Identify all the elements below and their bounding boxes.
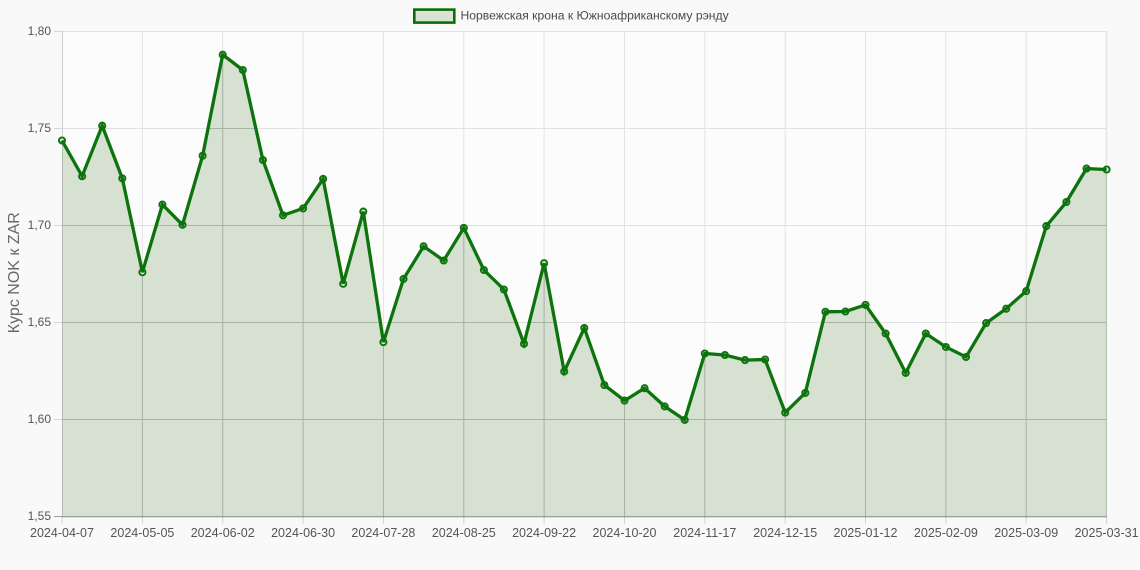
svg-text:2024-04-07: 2024-04-07	[30, 526, 94, 540]
svg-text:1,80: 1,80	[28, 24, 52, 38]
svg-text:2024-07-28: 2024-07-28	[351, 526, 415, 540]
svg-text:2024-08-25: 2024-08-25	[432, 526, 496, 540]
svg-text:1,70: 1,70	[28, 218, 52, 232]
svg-text:1,60: 1,60	[28, 412, 52, 426]
svg-text:2024-10-20: 2024-10-20	[593, 526, 657, 540]
svg-text:2025-03-31: 2025-03-31	[1075, 526, 1139, 540]
svg-text:2025-03-09: 2025-03-09	[994, 526, 1058, 540]
svg-text:Курс NOK к ZAR: Курс NOK к ZAR	[6, 212, 23, 333]
svg-text:2024-06-30: 2024-06-30	[271, 526, 335, 540]
svg-text:Норвежская крона к Южноафрикан: Норвежская крона к Южноафриканскому рэнд…	[461, 8, 730, 22]
svg-text:1,75: 1,75	[28, 121, 52, 135]
svg-text:2024-05-05: 2024-05-05	[110, 526, 174, 540]
svg-text:2024-09-22: 2024-09-22	[512, 526, 576, 540]
svg-text:2025-01-12: 2025-01-12	[834, 526, 898, 540]
svg-text:2025-02-09: 2025-02-09	[914, 526, 978, 540]
svg-text:2024-12-15: 2024-12-15	[753, 526, 817, 540]
svg-text:1,65: 1,65	[28, 315, 52, 329]
svg-text:2024-11-17: 2024-11-17	[673, 526, 736, 540]
svg-text:2024-06-02: 2024-06-02	[191, 526, 255, 540]
svg-text:1,55: 1,55	[28, 509, 52, 523]
